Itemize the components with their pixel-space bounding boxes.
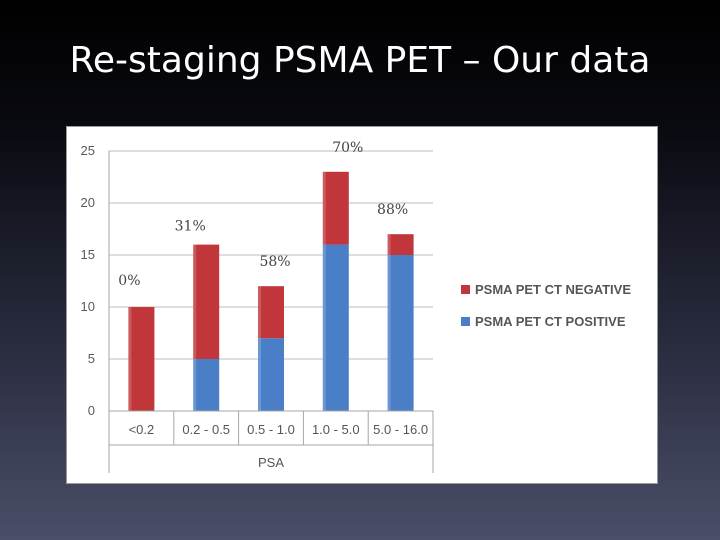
bar-annotation-2: 58%	[259, 254, 290, 270]
bar-shine-0-2	[258, 338, 261, 411]
legend-label-0: PSMA PET CT POSITIVE	[475, 314, 626, 329]
bar-annotation-4: 88%	[377, 202, 408, 218]
slide-title: Re-staging PSMA PET – Our data	[69, 40, 651, 81]
x-tick-label-3: 1.0 - 5.0	[312, 422, 360, 437]
bar-positive-4	[387, 255, 414, 411]
bar-shine-0-3	[322, 244, 326, 411]
y-tick-label-0: 0	[88, 403, 95, 418]
bar-annotation-1: 31%	[175, 219, 206, 235]
legend-swatch-1	[461, 285, 470, 294]
x-tick-label-0: <0.2	[129, 422, 155, 437]
bar-negative-4	[387, 234, 414, 255]
y-tick-label-25: 25	[81, 143, 95, 158]
legend-label-1: PSMA PET CT NEGATIVE	[475, 282, 631, 297]
bar-shine-1-3	[322, 171, 326, 245]
x-tick-label-4: 5.0 - 16.0	[373, 422, 428, 437]
bar-negative-1	[193, 244, 220, 359]
bar-shine-1-2	[258, 286, 261, 339]
y-tick-label-5: 5	[88, 351, 95, 366]
x-tick-label-2: 0.5 - 1.0	[247, 422, 295, 437]
x-axis-title: PSA	[258, 455, 284, 470]
bar-positive-3	[322, 244, 349, 411]
legend-swatch-0	[461, 317, 470, 326]
bar-shine-0-1	[193, 359, 197, 411]
x-tick-label-1: 0.2 - 0.5	[182, 422, 230, 437]
y-tick-label-15: 15	[81, 247, 95, 262]
bar-annotation-0: 0%	[118, 273, 140, 289]
psma-bar-chart: 0 5 10 15 20 25 <0.2 0.2 - 0.5 0.5 - 1.0 1.0 - 5.…	[81, 140, 631, 473]
bar-shine-0-4	[387, 255, 391, 411]
bar-shine-1-0	[128, 307, 132, 411]
bar-shine-1-1	[193, 244, 197, 359]
chart-panel: 0 5 10 15 20 25 <0.2 0.2 - 0.5 0.5 - 1.0 1.0 - 5.…	[66, 126, 658, 484]
bar-negative-2	[258, 286, 284, 339]
bar-negative-0	[128, 307, 155, 411]
bar-positive-1	[193, 359, 220, 411]
bar-shine-1-4	[387, 234, 391, 255]
bar-annotation-3: 70%	[332, 140, 363, 156]
bar-positive-2	[258, 338, 284, 411]
y-tick-label-20: 20	[81, 195, 95, 210]
bar-negative-3	[322, 171, 349, 245]
y-tick-label-10: 10	[81, 299, 95, 314]
